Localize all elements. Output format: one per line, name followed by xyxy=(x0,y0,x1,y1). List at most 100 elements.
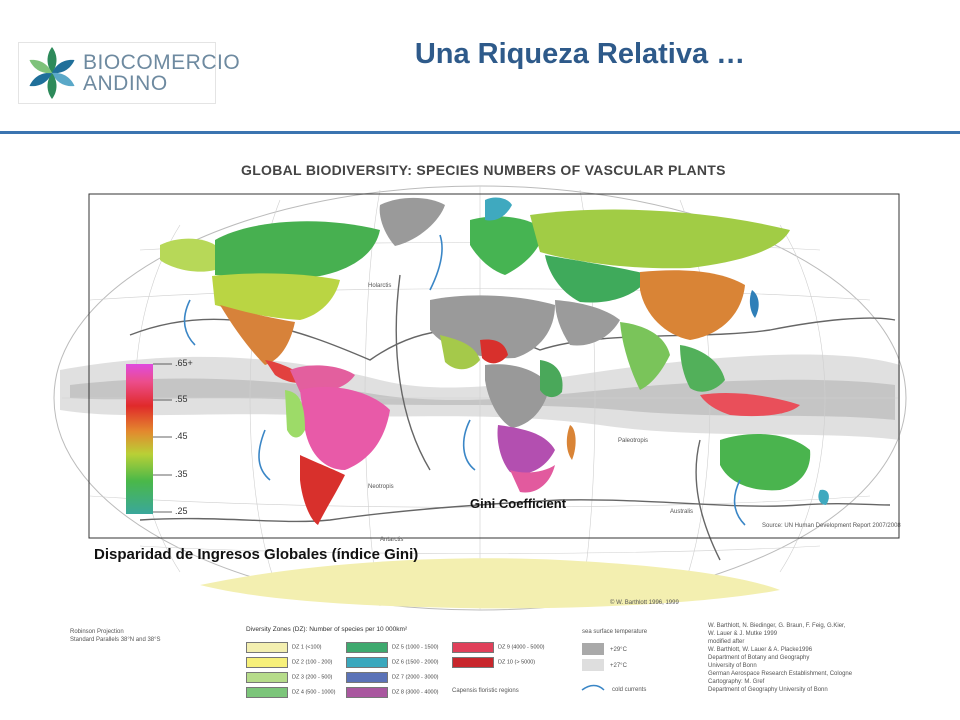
zone-swatch xyxy=(346,687,388,698)
zone-swatch xyxy=(346,672,388,683)
brazil xyxy=(300,386,390,470)
region-label-paleotropis: Paleotropis xyxy=(618,438,649,444)
west-africa xyxy=(440,335,480,370)
middle-east xyxy=(555,300,620,346)
credit-line: Department of Botany and Geography xyxy=(708,655,810,661)
biocomercio-logo: BIOCOMERCIO ANDINO xyxy=(18,42,240,104)
credit-line: Department of Geography University of Bo… xyxy=(708,687,828,693)
southern-cone xyxy=(300,455,345,525)
leaf-star-icon xyxy=(29,47,75,99)
gini-gradient-bar xyxy=(126,364,153,514)
europe xyxy=(470,216,545,275)
credit-line: Cartography: M. Gref xyxy=(708,679,765,685)
zone-swatch xyxy=(246,642,288,653)
south-africa xyxy=(510,465,555,493)
antarctica xyxy=(200,558,780,609)
zone-label: DZ 8 (3000 - 4000) xyxy=(392,689,439,696)
zone-label: DZ 9 (4000 - 5000) xyxy=(498,644,545,651)
sst-warm-label: +29°C xyxy=(610,647,627,653)
zone-swatch xyxy=(246,657,288,668)
colombia-venezuela xyxy=(290,365,355,393)
zone-label: DZ 6 (1500 - 2000) xyxy=(392,659,439,666)
zone-swatch xyxy=(346,657,388,668)
map-source: Source: UN Human Development Report 2007… xyxy=(762,523,901,529)
chad xyxy=(480,339,508,364)
zone-swatch xyxy=(246,687,288,698)
gini-tick-3: .45 xyxy=(175,431,188,441)
map-frame xyxy=(88,193,900,539)
zone-label: DZ 10 (> 5000) xyxy=(498,659,536,666)
alaska xyxy=(160,238,215,272)
title-divider xyxy=(0,131,960,134)
zone-swatch xyxy=(246,672,288,683)
andes-west xyxy=(285,390,305,438)
projection-line1: Robinson Projection xyxy=(70,629,124,635)
credit-line: W. Barthlott, W. Lauer & A. Placke1996 xyxy=(708,647,813,653)
zone-label: DZ 2 (100 - 200) xyxy=(292,659,333,666)
gini-tick-5: .25 xyxy=(175,506,188,516)
region-label-holarctis: Holarctis xyxy=(368,283,392,289)
southern-africa xyxy=(497,425,555,474)
logo-text-line1: BIOCOMERCIO xyxy=(83,51,241,74)
russia xyxy=(530,209,790,269)
capensis-floristic-label: Capensis floristic regions xyxy=(452,688,519,694)
zone-row-1: DZ 1 (<100) xyxy=(246,642,322,653)
canada xyxy=(215,221,380,279)
greenland xyxy=(379,197,445,246)
scandinavia xyxy=(485,197,512,221)
credit-line: German Aerospace Research Establishment,… xyxy=(708,671,853,677)
credits-block: W. Barthlott, N. Biedinger, G. Braun, F.… xyxy=(708,622,852,694)
zone-swatch xyxy=(452,657,494,668)
gini-coefficient-label: Gini Coefficient xyxy=(470,496,567,511)
region-label-australis: Australis xyxy=(670,509,694,515)
zone-swatch xyxy=(452,642,494,653)
credit-line: W. Lauer & J. Mutke 1999 xyxy=(708,631,778,637)
zone-label: DZ 1 (<100) xyxy=(292,644,322,651)
region-label-antarctis: Antarctis xyxy=(380,537,404,543)
zone-swatch xyxy=(346,642,388,653)
mexico xyxy=(220,305,295,365)
australia xyxy=(720,434,811,491)
gini-tick-2: .55 xyxy=(175,394,188,404)
zone-row-7: DZ 7 (2000 - 3000) xyxy=(346,672,439,683)
southeast-asia xyxy=(680,345,725,392)
japan xyxy=(749,290,759,318)
credit-line: W. Barthlott, N. Biedinger, G. Braun, F.… xyxy=(708,623,846,629)
cold-current-icon xyxy=(581,684,605,691)
india xyxy=(620,322,670,390)
central-africa xyxy=(485,364,550,428)
madagascar xyxy=(566,425,576,460)
zone-row-3: DZ 3 (200 - 500) xyxy=(246,672,333,683)
sst-warm-swatch xyxy=(582,643,604,655)
new-zealand xyxy=(818,489,829,505)
gini-tick-1: .65+ xyxy=(175,358,193,368)
zone-row-8: DZ 8 (3000 - 4000) xyxy=(346,687,439,698)
map-copyright: © W. Barthlott 1996, 1999 xyxy=(610,600,679,606)
gini-tick-4: .35 xyxy=(175,469,188,479)
central-asia xyxy=(545,255,650,303)
zone-row-2: DZ 2 (100 - 200) xyxy=(246,657,333,668)
zone-label: DZ 7 (2000 - 3000) xyxy=(392,674,439,681)
credit-line: modified after xyxy=(708,639,745,645)
gini-caption: Disparidad de Ingresos Globales (índice … xyxy=(94,546,419,563)
zone-label: DZ 5 (1000 - 1500) xyxy=(392,644,439,651)
diversity-zones-title: Diversity Zones (DZ): Number of species … xyxy=(246,626,408,633)
zone-row-6: DZ 6 (1500 - 2000) xyxy=(346,657,439,668)
slide-title: Una Riqueza Relativa … xyxy=(414,38,746,70)
map-title: GLOBAL BIODIVERSITY: SPECIES NUMBERS OF … xyxy=(241,162,726,178)
credit-line: University of Bonn xyxy=(708,663,757,669)
zone-row-4: DZ 4 (500 - 1000) xyxy=(246,687,335,698)
gini-tick-lines xyxy=(153,363,172,513)
zone-label: DZ 3 (200 - 500) xyxy=(292,674,333,681)
china xyxy=(640,270,745,340)
east-africa xyxy=(540,360,563,398)
cold-currents-label: cold currents xyxy=(612,687,647,693)
sst-cool-swatch xyxy=(582,659,604,671)
zone-row-10: DZ 10 (> 5000) xyxy=(452,657,536,668)
projection-line2: Standard Parallels 38°N and 38°S xyxy=(70,637,161,643)
sst-title: sea surface temperature xyxy=(582,629,648,635)
cold-current-arrows xyxy=(183,234,746,526)
zone-row-5: DZ 5 (1000 - 1500) xyxy=(346,642,439,653)
sst-cool-label: +27°C xyxy=(610,663,627,669)
